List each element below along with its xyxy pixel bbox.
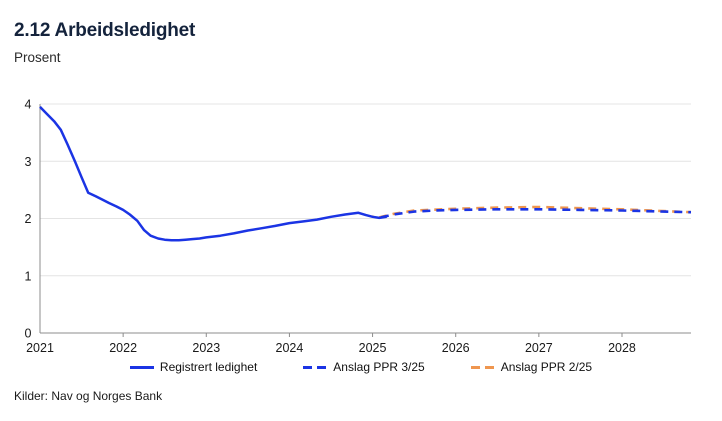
dashed-line-swatch	[470, 365, 495, 369]
svg-text:2028: 2028	[608, 341, 636, 355]
svg-text:2022: 2022	[109, 341, 137, 355]
svg-text:2026: 2026	[442, 341, 470, 355]
legend-label: Anslag PPR 2/25	[500, 360, 593, 374]
svg-text:0: 0	[25, 327, 32, 341]
chart-title: 2.12 Arbeidsledighet	[14, 20, 196, 41]
svg-text:1: 1	[25, 269, 32, 283]
svg-text:3: 3	[25, 155, 32, 169]
svg-text:4: 4	[25, 98, 32, 112]
legend-item-registrert-ledighet: Registrert ledighet	[129, 360, 258, 374]
dashed-line-swatch	[303, 365, 328, 369]
legend-item-anslag-ppr-3-25: Anslag PPR 3/25	[303, 360, 425, 374]
legend-label: Registrert ledighet	[159, 360, 258, 374]
svg-text:2021: 2021	[26, 341, 54, 355]
chart-subtitle: Prosent	[14, 50, 61, 65]
legend-item-anslag-ppr-2-25: Anslag PPR 2/25	[470, 360, 593, 374]
solid-line-swatch	[129, 365, 154, 369]
chart-legend: Registrert ledighet Anslag PPR 3/25 Ansl…	[0, 360, 722, 374]
source-note: Kilder: Nav og Norges Bank	[14, 389, 163, 403]
svg-text:2027: 2027	[525, 341, 553, 355]
svg-text:2023: 2023	[192, 341, 220, 355]
svg-text:2: 2	[25, 212, 32, 226]
legend-label: Anslag PPR 3/25	[333, 360, 425, 374]
line-chart-canvas: 2021 2022 2023 2024 2025 2026 2027 2028 0 1 2 3 4	[25, 98, 692, 355]
svg-text:2025: 2025	[359, 341, 387, 355]
chart-area: 2021 2022 2023 2024 2025 2026 2027 2028 0 1 2 3 4	[25, 98, 692, 355]
svg-text:2024: 2024	[276, 341, 304, 355]
